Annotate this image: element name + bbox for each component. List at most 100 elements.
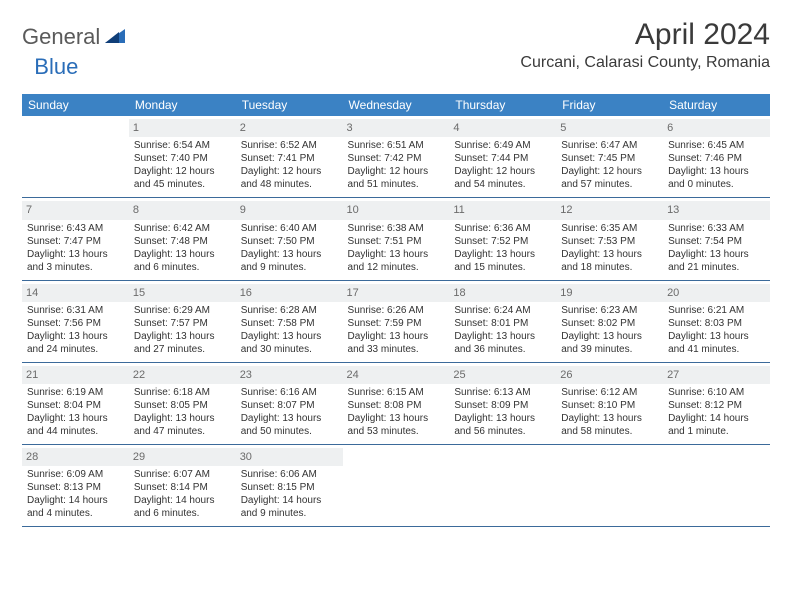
cell-text: Daylight: 13 hours and 30 minutes. bbox=[241, 330, 338, 356]
calendar-cell: 7Sunrise: 6:43 AMSunset: 7:47 PMDaylight… bbox=[22, 198, 129, 280]
day-number: 22 bbox=[129, 366, 236, 384]
cell-text: Sunset: 8:04 PM bbox=[27, 399, 124, 412]
cell-text: Sunset: 8:03 PM bbox=[668, 317, 765, 330]
calendar-cell: 8Sunrise: 6:42 AMSunset: 7:48 PMDaylight… bbox=[129, 198, 236, 280]
logo-text-general: General bbox=[22, 24, 100, 50]
cell-text: Sunset: 7:47 PM bbox=[27, 235, 124, 248]
day-number: 19 bbox=[556, 284, 663, 302]
day-number bbox=[556, 448, 663, 466]
cell-text: Sunset: 7:54 PM bbox=[668, 235, 765, 248]
day-number: 8 bbox=[129, 201, 236, 219]
cell-text: Daylight: 13 hours and 3 minutes. bbox=[27, 248, 124, 274]
cell-text: Sunset: 7:56 PM bbox=[27, 317, 124, 330]
calendar-cell: 13 Sunrise: 6:33 AMSunset: 7:54 PMDayligh… bbox=[663, 198, 770, 280]
cell-text: Sunrise: 6:10 AM bbox=[668, 386, 765, 399]
cell-text: Sunrise: 6:40 AM bbox=[241, 222, 338, 235]
day-number: 18 bbox=[449, 284, 556, 302]
cell-text: Sunset: 8:12 PM bbox=[668, 399, 765, 412]
calendar-head: SundayMondayTuesdayWednesdayThursdayFrid… bbox=[22, 94, 770, 116]
month-title: April 2024 bbox=[520, 18, 770, 52]
calendar-cell: 12 Sunrise: 6:35 AMSunset: 7:53 PMDayligh… bbox=[556, 198, 663, 280]
cell-text: Sunrise: 6:35 AM bbox=[561, 222, 658, 235]
calendar-cell: 4Sunrise: 6:49 AMSunset: 7:44 PMDaylight… bbox=[449, 116, 556, 198]
cell-text: Sunrise: 6:26 AM bbox=[348, 304, 445, 317]
calendar-cell: 11Sunrise: 6:36 AMSunset: 7:52 PMDayligh… bbox=[449, 198, 556, 280]
cell-text: Sunrise: 6:28 AM bbox=[241, 304, 338, 317]
day-number: 5 bbox=[556, 119, 663, 137]
day-number: 29 bbox=[129, 448, 236, 466]
day-number: 12 bbox=[556, 201, 663, 219]
calendar-cell: 17Sunrise: 6:26 AMSunset: 7:59 PMDayligh… bbox=[343, 280, 450, 362]
cell-text: Daylight: 13 hours and 15 minutes. bbox=[454, 248, 551, 274]
cell-text: Sunset: 7:50 PM bbox=[241, 235, 338, 248]
day-header: Tuesday bbox=[236, 94, 343, 116]
cell-text: Sunrise: 6:13 AM bbox=[454, 386, 551, 399]
day-number: 21 bbox=[22, 366, 129, 384]
day-number: 3 bbox=[343, 119, 450, 137]
calendar-cell: 15Sunrise: 6:29 AMSunset: 7:57 PMDayligh… bbox=[129, 280, 236, 362]
calendar-cell: 20 Sunrise: 6:21 AMSunset: 8:03 PMDayligh… bbox=[663, 280, 770, 362]
calendar-cell: 24Sunrise: 6:15 AMSunset: 8:08 PMDayligh… bbox=[343, 362, 450, 444]
cell-text: Daylight: 13 hours and 41 minutes. bbox=[668, 330, 765, 356]
day-number: 15 bbox=[129, 284, 236, 302]
cell-text: Daylight: 13 hours and 18 minutes. bbox=[561, 248, 658, 274]
day-header: Wednesday bbox=[343, 94, 450, 116]
cell-text: Sunset: 7:59 PM bbox=[348, 317, 445, 330]
cell-text: Sunset: 7:48 PM bbox=[134, 235, 231, 248]
day-number: 20 bbox=[663, 284, 770, 302]
day-header: Thursday bbox=[449, 94, 556, 116]
cell-text: Sunset: 8:07 PM bbox=[241, 399, 338, 412]
cell-text: Sunset: 7:44 PM bbox=[454, 152, 551, 165]
calendar-row: 21Sunrise: 6:19 AMSunset: 8:04 PMDayligh… bbox=[22, 362, 770, 444]
cell-text: Sunrise: 6:31 AM bbox=[27, 304, 124, 317]
cell-text: Sunrise: 6:51 AM bbox=[348, 139, 445, 152]
cell-text: Daylight: 14 hours and 9 minutes. bbox=[241, 494, 338, 520]
cell-text: Sunset: 8:01 PM bbox=[454, 317, 551, 330]
location: Curcani, Calarasi County, Romania bbox=[520, 54, 770, 72]
cell-text: Sunset: 7:53 PM bbox=[561, 235, 658, 248]
cell-text: Sunset: 7:40 PM bbox=[134, 152, 231, 165]
cell-text: Sunrise: 6:29 AM bbox=[134, 304, 231, 317]
calendar-cell: 26Sunrise: 6:12 AMSunset: 8:10 PMDayligh… bbox=[556, 362, 663, 444]
calendar-cell: 14Sunrise: 6:31 AMSunset: 7:56 PMDayligh… bbox=[22, 280, 129, 362]
day-number bbox=[449, 448, 556, 466]
logo-triangle-icon bbox=[105, 27, 125, 48]
day-number: 2 bbox=[236, 119, 343, 137]
calendar-cell bbox=[663, 445, 770, 527]
cell-text: Sunrise: 6:47 AM bbox=[561, 139, 658, 152]
day-header: Saturday bbox=[663, 94, 770, 116]
cell-text: Sunset: 8:15 PM bbox=[241, 481, 338, 494]
cell-text: Daylight: 13 hours and 56 minutes. bbox=[454, 412, 551, 438]
cell-text: Sunrise: 6:12 AM bbox=[561, 386, 658, 399]
cell-text: Sunset: 8:02 PM bbox=[561, 317, 658, 330]
calendar-cell: 19Sunrise: 6:23 AMSunset: 8:02 PMDayligh… bbox=[556, 280, 663, 362]
calendar-row: 14Sunrise: 6:31 AMSunset: 7:56 PMDayligh… bbox=[22, 280, 770, 362]
cell-text: Sunset: 7:57 PM bbox=[134, 317, 231, 330]
day-number bbox=[343, 448, 450, 466]
cell-text: Daylight: 13 hours and 53 minutes. bbox=[348, 412, 445, 438]
calendar-cell bbox=[556, 445, 663, 527]
title-block: April 2024 Curcani, Calarasi County, Rom… bbox=[520, 18, 770, 72]
calendar-body: 1Sunrise: 6:54 AMSunset: 7:40 PMDaylight… bbox=[22, 116, 770, 527]
cell-text: Daylight: 12 hours and 54 minutes. bbox=[454, 165, 551, 191]
cell-text: Sunrise: 6:45 AM bbox=[668, 139, 765, 152]
day-number: 13 bbox=[663, 201, 770, 219]
cell-text: Sunset: 8:09 PM bbox=[454, 399, 551, 412]
day-number: 7 bbox=[22, 201, 129, 219]
cell-text: Sunrise: 6:07 AM bbox=[134, 468, 231, 481]
cell-text: Sunset: 7:52 PM bbox=[454, 235, 551, 248]
cell-text: Daylight: 13 hours and 21 minutes. bbox=[668, 248, 765, 274]
cell-text: Sunset: 7:58 PM bbox=[241, 317, 338, 330]
calendar-cell: 23Sunrise: 6:16 AMSunset: 8:07 PMDayligh… bbox=[236, 362, 343, 444]
calendar-cell: 21Sunrise: 6:19 AMSunset: 8:04 PMDayligh… bbox=[22, 362, 129, 444]
cell-text: Sunrise: 6:21 AM bbox=[668, 304, 765, 317]
day-number: 23 bbox=[236, 366, 343, 384]
cell-text: Daylight: 12 hours and 51 minutes. bbox=[348, 165, 445, 191]
cell-text: Daylight: 13 hours and 47 minutes. bbox=[134, 412, 231, 438]
cell-text: Sunrise: 6:33 AM bbox=[668, 222, 765, 235]
day-number: 17 bbox=[343, 284, 450, 302]
day-number: 30 bbox=[236, 448, 343, 466]
cell-text: Daylight: 13 hours and 39 minutes. bbox=[561, 330, 658, 356]
cell-text: Sunset: 7:41 PM bbox=[241, 152, 338, 165]
cell-text: Sunrise: 6:15 AM bbox=[348, 386, 445, 399]
